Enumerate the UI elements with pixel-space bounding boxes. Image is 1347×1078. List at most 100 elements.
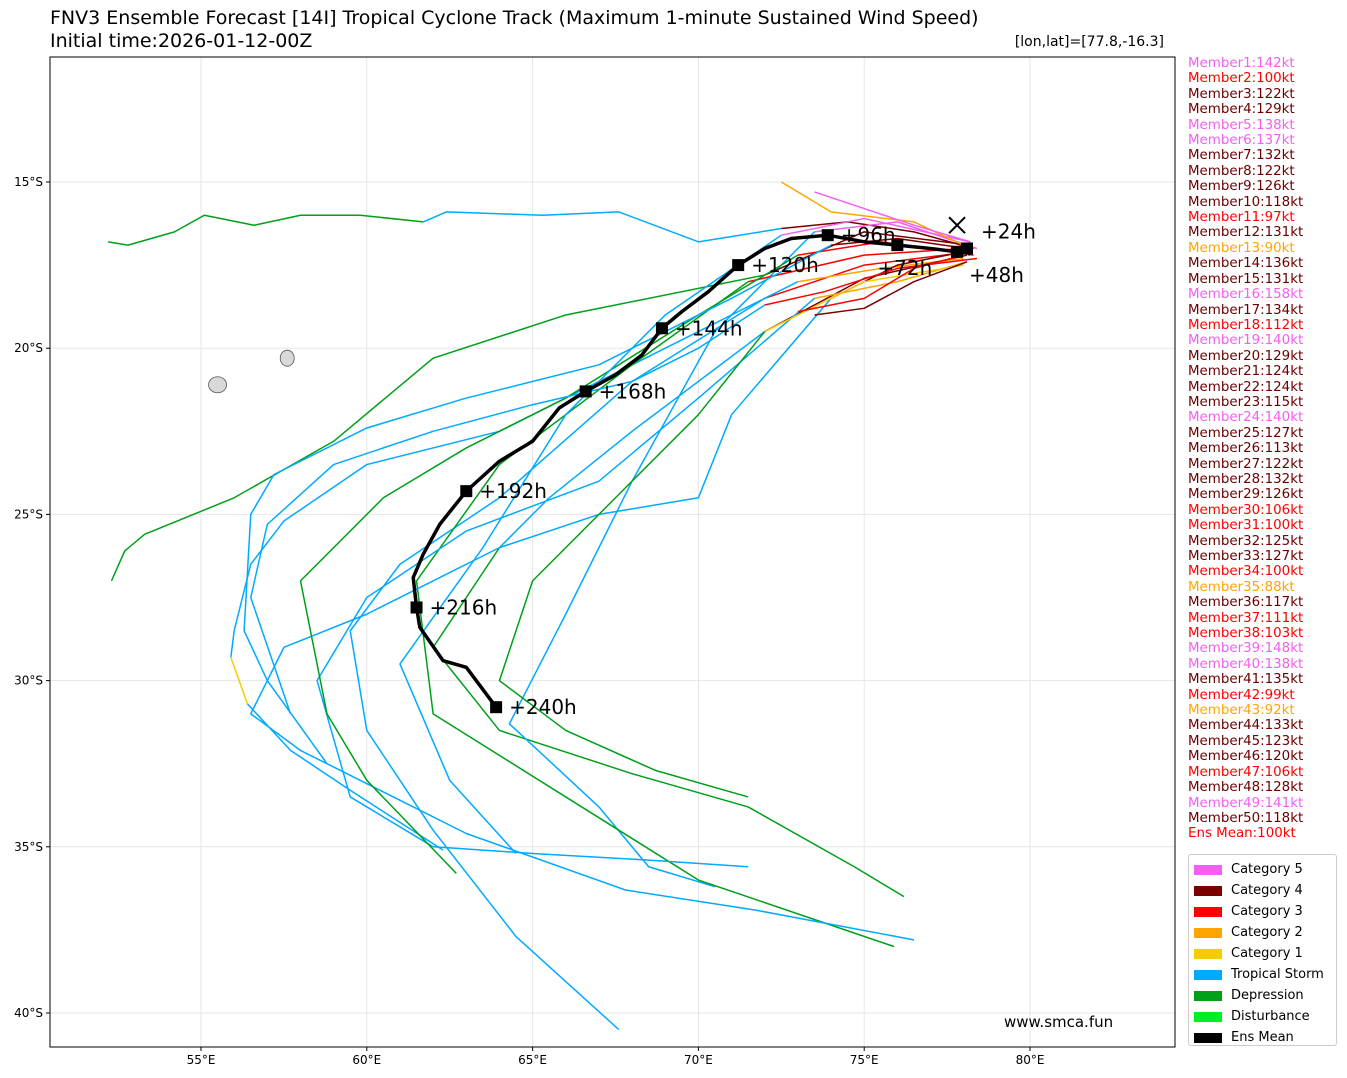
y-tick-label: 20°S: [14, 341, 43, 355]
chart-title: FNV3 Ensemble Forecast [14I] Tropical Cy…: [50, 7, 979, 29]
member-intensity-item: Member49:141kt: [1188, 795, 1304, 811]
member-intensity-item: Ens Mean:100kt: [1188, 826, 1296, 842]
ens-mean-time-label: +168h: [599, 379, 667, 403]
legend-item: Category 1: [1194, 943, 1336, 964]
member-intensity-item: Member28:132kt: [1188, 471, 1304, 487]
legend-swatch: [1194, 1032, 1222, 1043]
y-tick-label: 25°S: [14, 507, 43, 521]
y-tick-label: 15°S: [14, 175, 43, 189]
legend-label: Category 4: [1231, 883, 1303, 898]
member-intensity-item: Member16:158kt: [1188, 287, 1304, 303]
member-intensity-item: Member9:126kt: [1188, 179, 1295, 195]
ens-mean-time-label: +144h: [675, 316, 743, 340]
member-intensity-item: Member12:131kt: [1188, 225, 1304, 241]
member-intensity-item: Member18:112kt: [1188, 317, 1304, 333]
legend-swatch: [1194, 948, 1222, 959]
ens-mean-time-label: +24h: [981, 219, 1036, 243]
member-intensity-item: Member26:113kt: [1188, 441, 1304, 457]
member-intensity-item: Member41:135kt: [1188, 672, 1304, 688]
legend-swatch: [1194, 1011, 1222, 1022]
plot-content: +24h +48h +72h +96h +120h +144h +168h +192h +216…: [108, 181, 1036, 1031]
member-track-segment: [747, 247, 964, 283]
legend-item: Disturbance: [1194, 1006, 1336, 1027]
member-intensity-item: Member40:138kt: [1188, 656, 1304, 672]
member-intensity-item: Member48:128kt: [1188, 780, 1304, 796]
legend-label: Category 5: [1231, 862, 1303, 877]
member-intensity-item: Member44:133kt: [1188, 718, 1304, 734]
legend-label: Tropical Storm: [1231, 967, 1324, 982]
member-intensity-item: Member8:122kt: [1188, 163, 1295, 179]
member-intensity-item: Member39:148kt: [1188, 641, 1304, 657]
member-intensity-item: Member35:88kt: [1188, 579, 1295, 595]
member-intensity-item: Member10:118kt: [1188, 194, 1304, 210]
member-intensity-item: Member7:132kt: [1188, 148, 1295, 164]
watermark: www.smca.fun: [1004, 1013, 1114, 1031]
member-intensity-item: Member6:137kt: [1188, 133, 1295, 149]
legend-item: Category 3: [1194, 901, 1336, 922]
member-intensity-item: Member24:140kt: [1188, 410, 1304, 426]
member-intensity-item: Member36:117kt: [1188, 595, 1304, 611]
member-intensity-item: Member5:138kt: [1188, 117, 1295, 133]
member-track-segment: [432, 547, 905, 898]
legend-swatch: [1194, 864, 1222, 875]
member-intensity-item: Member14:136kt: [1188, 256, 1304, 272]
member-track-segment: [814, 191, 971, 243]
member-track-segment: [781, 221, 974, 250]
ens-mean-marker: [960, 242, 973, 255]
x-tick-label: 75°E: [850, 1053, 879, 1067]
member-track-segment: [316, 297, 815, 868]
member-track-segment: [498, 330, 766, 549]
member-track-segment: [764, 264, 964, 333]
member-intensity-item: Member30:106kt: [1188, 502, 1304, 518]
x-tick-label: 70°E: [684, 1053, 713, 1067]
ens-mean-marker: [655, 322, 668, 335]
member-intensity-item: Member23:115kt: [1188, 394, 1304, 410]
legend-item: Category 2: [1194, 922, 1336, 943]
island: [208, 376, 227, 394]
ens-mean-time-label: +240h: [509, 695, 577, 719]
legend-item: Tropical Storm: [1194, 964, 1336, 985]
member-track-segment: [108, 214, 424, 246]
coordinate-readout: [lon,lat]=[77.8,-16.3]: [1014, 34, 1164, 50]
chart-subtitle: Initial time:2026-01-12-00Z: [50, 30, 313, 52]
member-track-segment: [814, 261, 968, 316]
ens-mean-marker: [821, 229, 834, 242]
member-track-segment: [249, 304, 766, 715]
plot-frame: [49, 56, 1176, 1048]
legend-swatch: [1194, 927, 1222, 938]
ens-mean-marker: [460, 485, 473, 498]
legend-label: Category 2: [1231, 925, 1303, 940]
member-intensity-item: Member1:142kt: [1188, 56, 1295, 71]
member-intensity-item: Member3:122kt: [1188, 86, 1295, 102]
x-tick-label: 60°E: [352, 1053, 381, 1067]
y-tick-label: 35°S: [14, 840, 43, 854]
ens-mean-marker: [490, 701, 503, 714]
member-intensity-list: Member1:142kt Member2:100kt Member3:122kt M…: [1188, 56, 1303, 842]
member-track-segment: [764, 251, 971, 300]
member-intensity-item: Member33:127kt: [1188, 549, 1304, 564]
x-tick-label: 80°E: [1016, 1053, 1045, 1067]
legend-item: Category 5: [1194, 859, 1336, 880]
legend: Category 5 Category 4 Category 3 Category 2…: [1188, 854, 1337, 1046]
member-intensity-item: Member47:106kt: [1188, 764, 1304, 780]
ens-mean-time-label: +48h: [969, 263, 1024, 287]
member-intensity-item: Member21:124kt: [1188, 364, 1304, 380]
member-intensity-item: Member20:129kt: [1188, 348, 1304, 364]
island: [279, 349, 295, 367]
ens-mean-time-label: +216h: [430, 595, 498, 619]
legend-swatch: [1194, 969, 1222, 980]
y-tick-label: 40°S: [14, 1006, 43, 1020]
member-intensity-item: Member37:111kt: [1188, 610, 1304, 626]
member-track-segment: [780, 181, 964, 246]
member-track-segment: [415, 281, 895, 948]
legend-label: Ens Mean: [1231, 1030, 1294, 1045]
member-intensity-item: Member38:103kt: [1188, 626, 1304, 642]
ens-mean-time-label: +96h: [841, 223, 896, 247]
member-intensity-item: Member50:118kt: [1188, 810, 1304, 826]
member-intensity-item: Member34:100kt: [1188, 564, 1304, 580]
member-intensity-item: Member42:99kt: [1188, 687, 1295, 703]
x-tick-label: 65°E: [518, 1053, 547, 1067]
member-intensity-item: Member2:100kt: [1188, 71, 1295, 87]
member-intensity-item: Member27:122kt: [1188, 456, 1304, 472]
